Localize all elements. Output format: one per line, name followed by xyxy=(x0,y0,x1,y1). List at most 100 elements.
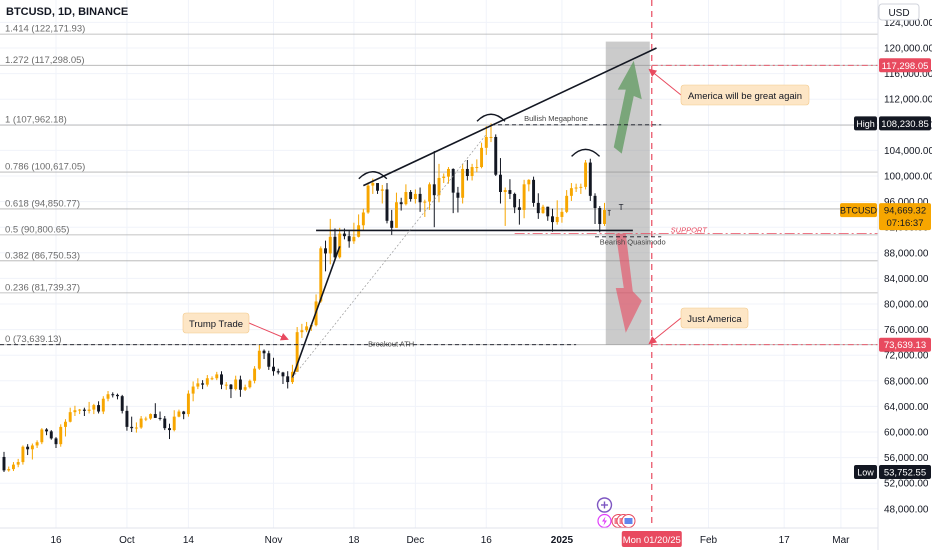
time-tick-label: Oct xyxy=(119,535,135,546)
candle-body xyxy=(234,379,238,390)
low-price-tag-label: 53,752.55 xyxy=(884,467,926,478)
candle-body xyxy=(532,179,536,203)
time-axis[interactable]: 16 Oct 14 Nov 18 Dec 16 2025 Feb 17 Mar xyxy=(0,527,878,546)
candle-body xyxy=(399,202,403,205)
candle-body xyxy=(106,394,110,399)
candle-body xyxy=(16,462,20,465)
candle-body xyxy=(404,192,408,205)
candle-body xyxy=(593,195,597,208)
candle-body xyxy=(248,380,252,388)
high-side-label: High xyxy=(856,119,875,129)
time-tick-label: Feb xyxy=(700,535,718,546)
candle-body xyxy=(342,233,346,237)
candle-body xyxy=(191,386,195,394)
candle-body xyxy=(68,412,72,422)
america-great-pointer xyxy=(648,68,682,96)
candle-body xyxy=(536,202,540,214)
america-great-box xyxy=(680,84,810,106)
candle-body xyxy=(569,188,573,196)
candle-body xyxy=(418,193,422,203)
candle-body xyxy=(158,417,162,419)
candles xyxy=(2,123,611,472)
candle-body xyxy=(224,384,228,386)
candle-body xyxy=(546,206,550,217)
candle-body xyxy=(598,208,602,224)
time-tick-label: 14 xyxy=(183,535,195,546)
flag-icon-fill xyxy=(624,518,633,524)
fib-label: 0.382 (86,750.53) xyxy=(5,250,80,261)
fib-label: 0.5 (90,800.65) xyxy=(5,224,69,235)
candle-body xyxy=(371,183,375,186)
time-tick-label: 18 xyxy=(348,535,360,546)
high-price-tag-label: 108,230.85 xyxy=(881,119,929,130)
candle-body xyxy=(262,350,266,354)
candle-body xyxy=(603,209,606,224)
candle-body xyxy=(201,383,205,385)
candle-body xyxy=(238,379,242,390)
candle-body xyxy=(588,162,592,196)
candle-body xyxy=(513,193,517,208)
candle-body xyxy=(92,405,96,410)
candle-body xyxy=(2,456,6,471)
fib-label: 1 (107,962.18) xyxy=(5,115,67,126)
candle-body xyxy=(352,236,356,242)
candle-body xyxy=(125,410,129,427)
candle-body xyxy=(300,330,304,333)
candle-body xyxy=(366,185,370,213)
fib-label: 0.236 (81,739.37) xyxy=(5,282,80,293)
candle-body xyxy=(522,184,526,210)
candle-body xyxy=(555,216,559,223)
last-price-label: 94,669.32 xyxy=(884,206,926,217)
high-side-box xyxy=(854,116,877,131)
trump-trade-pointer xyxy=(248,322,289,341)
price-tick-label: 112,000.00 xyxy=(884,95,932,106)
currency-button[interactable] xyxy=(878,3,920,21)
price-tick-label: 72,000.00 xyxy=(884,351,929,362)
price-tick-label: 100,000.00 xyxy=(884,172,932,183)
breakout-ath-label: Breakout ATH xyxy=(368,340,414,349)
candle-body xyxy=(319,248,323,302)
candle-body xyxy=(243,387,247,390)
candle-body xyxy=(347,236,351,242)
candle-body xyxy=(182,411,186,415)
candle-body xyxy=(229,384,233,390)
price-tick-label: 96,000.00 xyxy=(884,197,929,208)
just-america-pointer xyxy=(648,317,682,345)
price-tick-label: 84,000.00 xyxy=(884,274,929,285)
candle-body xyxy=(484,136,488,148)
candle-body xyxy=(220,374,223,385)
candle-body xyxy=(177,411,181,417)
price-tick-label: 68,000.00 xyxy=(884,376,929,387)
candle-body xyxy=(475,167,479,169)
candle-body xyxy=(253,368,257,381)
candle-body xyxy=(361,212,365,226)
candle-body xyxy=(565,195,569,212)
price-tags: 117,298.05 108,230.85 73,639.13 53,752.55 Hi… xyxy=(621,58,931,547)
date-tag-label: Mon 01/20/25 xyxy=(623,535,681,546)
candle-body xyxy=(139,418,143,428)
bearish-quasimodo-label: Bearish Quasimodo xyxy=(600,237,666,246)
target-price-tag-label: 117,298.05 xyxy=(882,61,929,72)
candle-body xyxy=(508,190,512,194)
candle-body xyxy=(30,445,34,450)
price-tick-label: 116,000.00 xyxy=(884,69,932,80)
price-tick-label: 76,000.00 xyxy=(884,325,929,336)
candle-body xyxy=(21,446,25,463)
candle-body xyxy=(574,187,578,189)
candle-body xyxy=(26,446,30,450)
candle-body xyxy=(607,209,611,211)
candle-body xyxy=(338,233,342,258)
just-america-label: Just America xyxy=(687,314,742,325)
candle-body xyxy=(7,469,11,471)
candle-body xyxy=(35,442,39,446)
candle-body xyxy=(257,350,261,369)
candle-body xyxy=(215,374,219,379)
candle-body xyxy=(73,410,77,413)
candle-body xyxy=(380,189,384,191)
symbol-tag-label: BTCUSD xyxy=(840,206,878,216)
time-tick-label: Nov xyxy=(265,535,283,546)
candle-body xyxy=(517,207,521,210)
currency-label[interactable]: USD xyxy=(888,8,909,19)
candle-body xyxy=(527,179,531,185)
